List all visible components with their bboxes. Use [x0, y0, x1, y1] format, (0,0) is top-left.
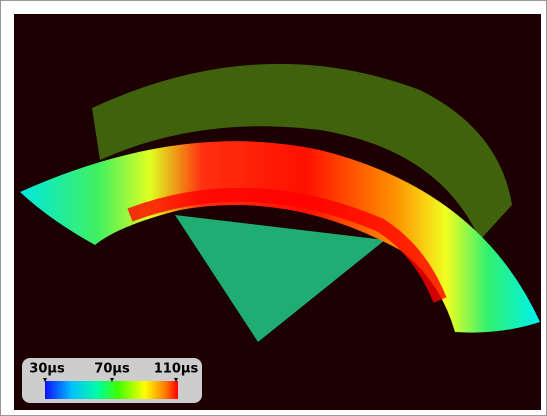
- colorbar-label: 110µs: [154, 362, 199, 377]
- shell: [92, 63, 512, 241]
- colorbar: [45, 381, 178, 399]
- wedge: [175, 215, 385, 342]
- colorbar-label: 30µs: [29, 362, 65, 377]
- hot-region: [127, 187, 447, 303]
- colorbar-ticks: [43, 378, 178, 382]
- band: [20, 141, 540, 333]
- colorbar-label: 70µs: [94, 362, 130, 377]
